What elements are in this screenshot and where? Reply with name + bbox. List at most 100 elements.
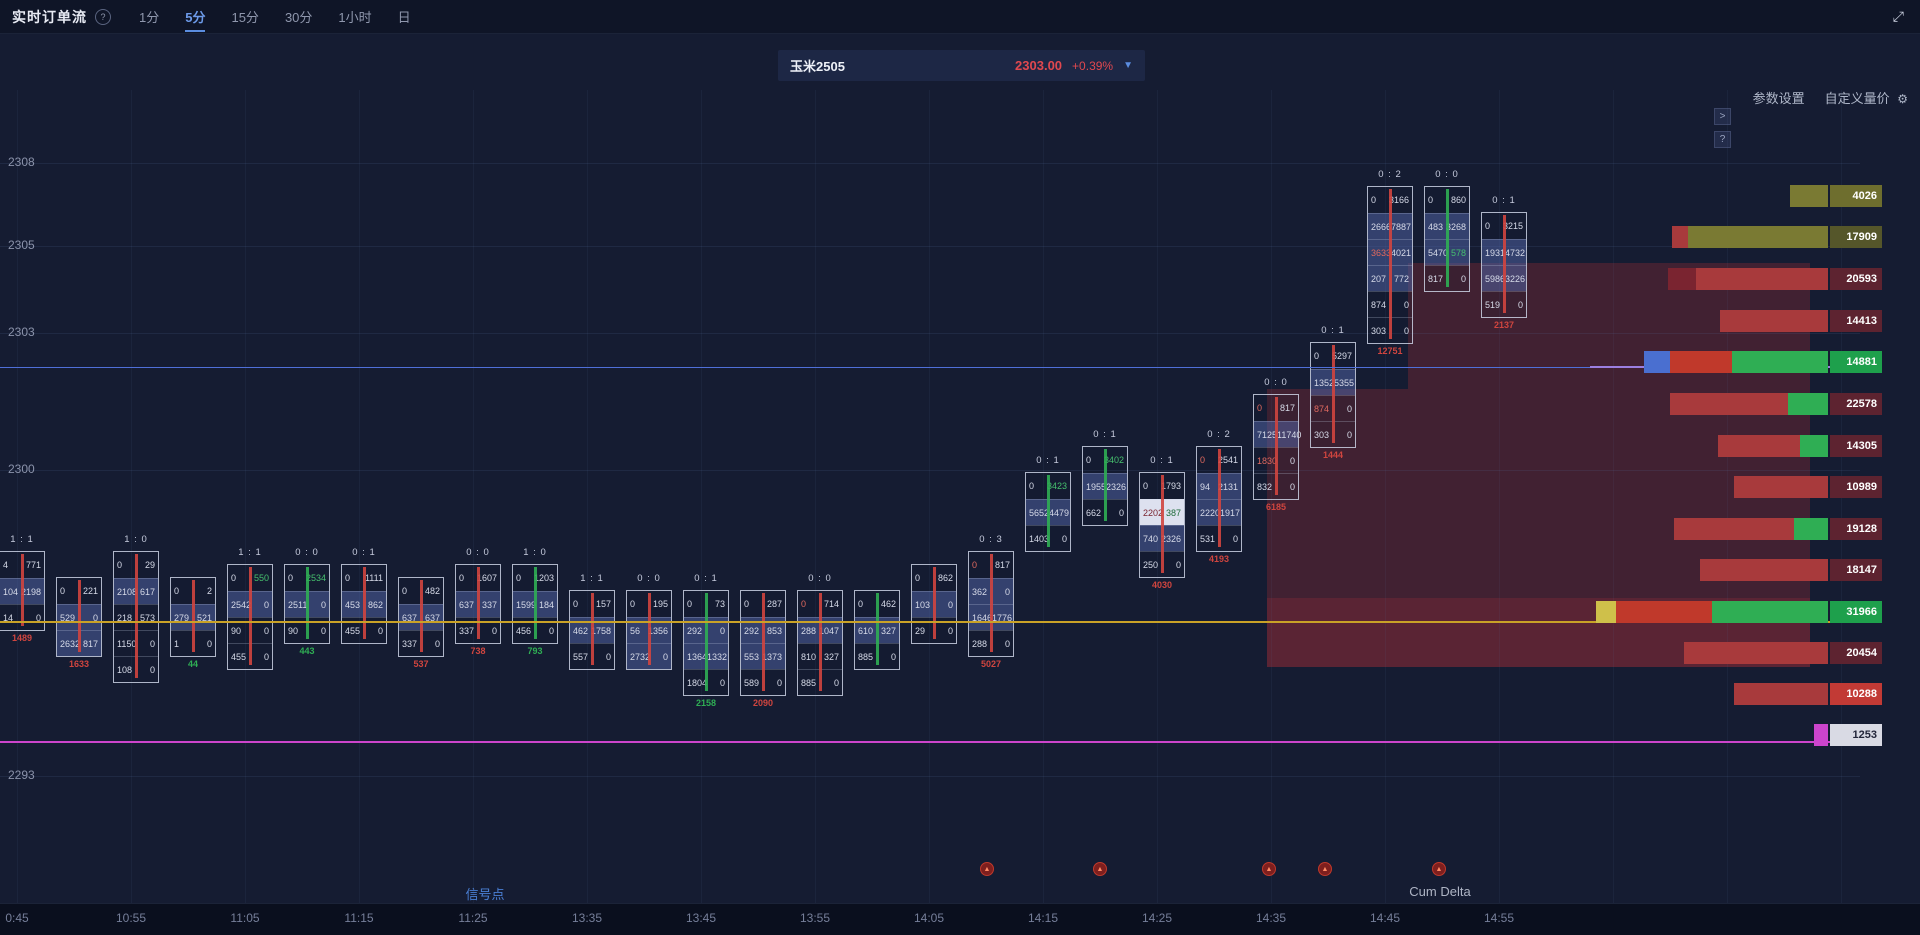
- footprint-column[interactable]: 0 157 462 1758 557 0: [569, 590, 615, 670]
- footprint-column[interactable]: 0 550 2542 0 90 0 455 0: [227, 564, 273, 670]
- bid-volume: 1955: [1086, 481, 1107, 492]
- footprint-column[interactable]: 0 1111 453 862 455 0: [341, 564, 387, 644]
- footprint-column[interactable]: 0 287 292 853 553 1373 589 0: [740, 590, 786, 696]
- ask-volume: 1776: [992, 612, 1013, 623]
- footprint-cell: 0 1203: [513, 565, 557, 591]
- signal-icon[interactable]: ▲: [1093, 862, 1107, 876]
- footprint-column[interactable]: 0 860 483 3268 5470 578 817 0: [1424, 186, 1470, 292]
- bid-volume: 90: [231, 625, 242, 636]
- ask-volume: 0: [434, 638, 440, 649]
- gridline-vertical: [1385, 90, 1386, 903]
- footprint-column[interactable]: 0 714 288 1047 810 327 885 0: [797, 590, 843, 696]
- footprint-column[interactable]: 0 29 2108 617 218 573 1150 0 108 0: [113, 551, 159, 683]
- bid-volume: 662: [1086, 507, 1102, 518]
- help-icon[interactable]: ?: [95, 8, 111, 25]
- profile-bar: [1814, 724, 1828, 746]
- footprint-column[interactable]: 0 3423 5652 4479 1403 0: [1025, 472, 1071, 552]
- footprint-column[interactable]: 0 221 529 0 2632 817: [56, 577, 102, 657]
- bid-volume: 5652: [1029, 507, 1050, 518]
- gridline-vertical: [473, 90, 474, 903]
- profile-value-badge: 19128: [1830, 518, 1882, 540]
- ask-volume: 862: [367, 599, 383, 610]
- tab-1小时[interactable]: 1小时: [338, 10, 372, 25]
- footprint-column[interactable]: 0 3215 1931 4732 5986 3226 519 0: [1481, 212, 1527, 318]
- column-total: 6185: [1265, 502, 1287, 512]
- footprint-column[interactable]: 0 817 362 0 1646 1776 288 0: [968, 551, 1014, 657]
- ask-volume: 0: [149, 664, 155, 675]
- ask-volume: 862: [937, 573, 953, 583]
- signal-icon[interactable]: ▲: [1262, 862, 1276, 876]
- timeframe-tabs: 1分 5分 15分 30分 1小时 日: [139, 0, 411, 34]
- chevron-down-icon[interactable]: ▼: [1123, 60, 1133, 71]
- footprint-column[interactable]: 0 5297 1352 5355 874 0 303 0: [1310, 342, 1356, 448]
- footprint-column[interactable]: 0 73 292 0 1364 1332 1804 0: [683, 590, 729, 696]
- gridline-vertical: [1727, 90, 1728, 903]
- footprint-column[interactable]: 0 3166 2666 7887 3633 4021 207 772 874 0…: [1367, 186, 1413, 344]
- volume-profile-row: 20593: [1668, 268, 1882, 290]
- imbalance-label: 0 : 1: [694, 573, 718, 584]
- imbalance-label: 1 : 0: [124, 534, 148, 545]
- cum-delta-label[interactable]: Cum Delta: [1409, 884, 1471, 899]
- bid-volume: 1352: [1314, 377, 1335, 388]
- footprint-column[interactable]: 0 1203 1599 184 456 0: [512, 564, 558, 644]
- ask-volume: 1758: [590, 625, 611, 636]
- collapse-panel-button[interactable]: >: [1714, 108, 1731, 125]
- profile-bar-segment: [1734, 476, 1828, 498]
- bid-volume: 2108: [117, 586, 138, 597]
- profile-bar: [1718, 435, 1828, 457]
- signal-point-label[interactable]: 信号点: [465, 887, 505, 902]
- bid-volume: 303: [1314, 429, 1330, 440]
- tab-1分[interactable]: 1分: [139, 10, 160, 25]
- bid-volume: 0: [801, 599, 807, 609]
- footprint-column[interactable]: 0 2534 2511 0 90 0: [284, 564, 330, 644]
- footprint-column[interactable]: 0 462 610 327 885 0: [854, 590, 900, 670]
- tab-30分[interactable]: 30分: [284, 10, 313, 25]
- bid-volume: 0: [1371, 195, 1377, 205]
- page-title: 实时订单流: [12, 8, 87, 25]
- imbalance-label: 0 : 0: [1435, 169, 1459, 180]
- footprint-column[interactable]: 0 195 56 1356 2732 0: [626, 590, 672, 670]
- footprint-column[interactable]: 0 817 7125 11740 1830 0 832 0: [1253, 394, 1301, 500]
- footprint-column[interactable]: 0 1607 637 337 337 0: [455, 564, 501, 644]
- tab-15分[interactable]: 15分: [231, 10, 259, 25]
- profile-bar-segment: [1688, 226, 1828, 248]
- tab-5分[interactable]: 5分: [185, 2, 206, 32]
- footprint-column[interactable]: 0 1793 2202 387 740 2326 250 0: [1139, 472, 1185, 578]
- footprint-cell: 0 157: [570, 591, 614, 617]
- footprint-column[interactable]: 0 2 279 521 1 0: [170, 577, 216, 657]
- bid-volume: 94: [1200, 481, 1211, 492]
- ask-volume: 3423: [1046, 481, 1067, 491]
- bid-volume: 4: [3, 560, 9, 570]
- gridline-horizontal: [0, 333, 1860, 334]
- panel-help-button[interactable]: ?: [1714, 131, 1731, 148]
- volume-profile-row: 20454: [1684, 642, 1882, 664]
- ask-volume: 157: [595, 599, 611, 609]
- profile-bar-segment: [1596, 601, 1616, 623]
- contract-selector[interactable]: 玉米2505 2303.00 +0.39% ▼: [778, 50, 1145, 81]
- delta-line: [477, 567, 480, 639]
- footprint-cell: 0 714: [798, 591, 842, 617]
- ask-volume: 860: [1450, 195, 1466, 205]
- bid-volume: 108: [117, 664, 133, 675]
- ask-volume: 4732: [1505, 247, 1526, 258]
- footprint-column[interactable]: 0 862 103 0 29 0: [911, 564, 957, 644]
- signal-icon[interactable]: ▲: [1432, 862, 1446, 876]
- signal-icon[interactable]: ▲: [980, 862, 994, 876]
- footprint-column[interactable]: 0 482 637 637 337 0: [398, 577, 444, 657]
- gear-icon[interactable]: ⚙: [1897, 92, 1908, 106]
- footprint-cell: 0 1607: [456, 565, 500, 591]
- custom-volume-price-button[interactable]: 自定义量价 ⚙: [1824, 91, 1908, 106]
- bid-volume: 2542: [231, 599, 252, 610]
- ask-volume: 0: [719, 625, 725, 636]
- footprint-column[interactable]: 0 2541 94 2131 2220 1917 531 0: [1196, 446, 1242, 552]
- delta-line: [705, 593, 708, 691]
- bid-volume: 288: [972, 638, 988, 649]
- footprint-column[interactable]: 0 3402 1955 2326 662 0: [1082, 446, 1128, 526]
- gridline-horizontal: [0, 776, 1860, 777]
- settings-button[interactable]: 参数设置: [1752, 91, 1805, 106]
- tab-日[interactable]: 日: [397, 10, 411, 25]
- ask-volume: 0: [320, 625, 326, 636]
- signal-icon[interactable]: ▲: [1318, 862, 1332, 876]
- footprint-column[interactable]: 4 771 104 2198 14 0: [0, 551, 45, 631]
- fullscreen-icon[interactable]: ⤢: [1892, 8, 1904, 24]
